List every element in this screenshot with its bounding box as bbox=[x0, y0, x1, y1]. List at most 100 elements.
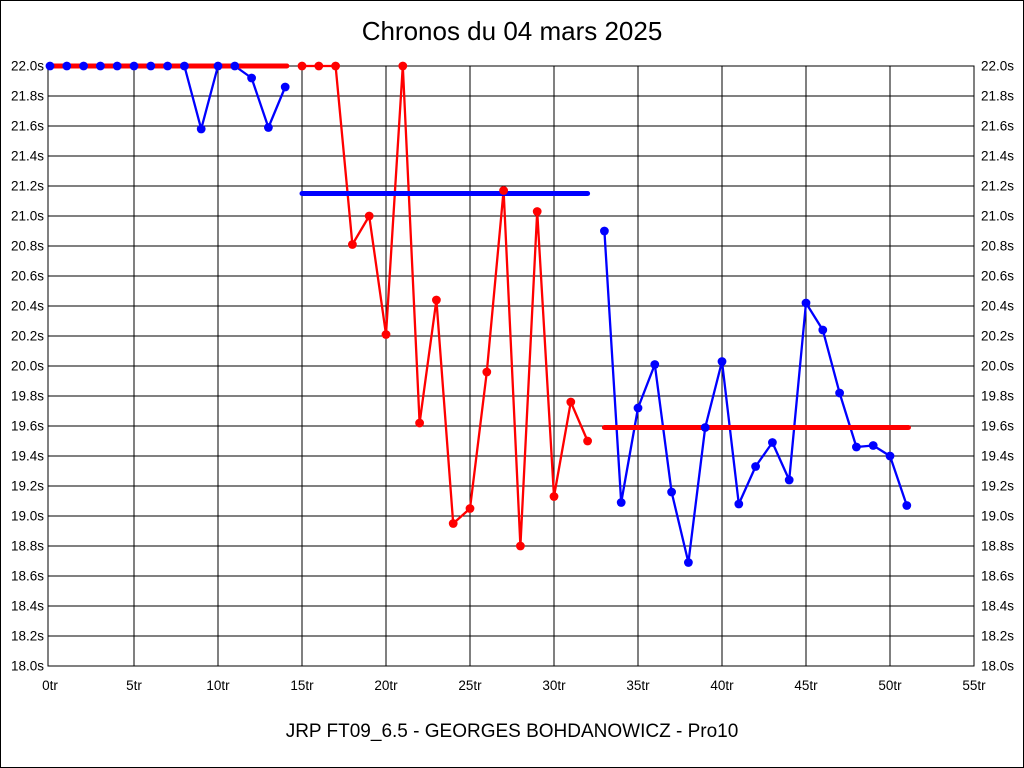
chart-title: Chronos du 04 mars 2025 bbox=[361, 16, 663, 46]
stint-2-red-point bbox=[532, 207, 542, 216]
x-tick-label: 50tr bbox=[878, 678, 902, 693]
stint-2-red-point bbox=[415, 418, 424, 428]
y-tick-label-right: 19.4s bbox=[981, 449, 1014, 464]
stint-2-red-point bbox=[381, 330, 391, 339]
stint-3-blue-point bbox=[818, 325, 828, 335]
stint-2-red-point bbox=[499, 186, 508, 195]
y-tick-label-left: 20.4s bbox=[11, 299, 44, 314]
y-tick-label-left: 21.0s bbox=[11, 209, 44, 224]
x-tick-label: 30tr bbox=[542, 678, 566, 693]
y-tick-label-left: 21.4s bbox=[11, 149, 44, 164]
stint-3-blue-point bbox=[784, 475, 794, 485]
stint-1-blue-point bbox=[129, 61, 139, 71]
y-tick-label-left: 19.4s bbox=[11, 449, 44, 464]
stint-3-blue-point bbox=[684, 558, 693, 567]
stint-1-blue-point bbox=[62, 61, 72, 71]
y-tick-label-left: 21.8s bbox=[11, 89, 44, 104]
stint-2-red-point bbox=[448, 519, 458, 528]
y-tick-label-right: 18.0s bbox=[981, 659, 1014, 674]
x-tick-label: 55tr bbox=[962, 678, 986, 693]
stint-2-red-point bbox=[482, 367, 492, 377]
x-tick-label: 10tr bbox=[206, 678, 230, 693]
y-tick-label-right: 18.6s bbox=[981, 569, 1014, 584]
y-tick-label-left: 21.2s bbox=[11, 179, 44, 194]
y-tick-label-right: 18.2s bbox=[981, 629, 1014, 644]
stint-3-blue-point bbox=[700, 423, 710, 432]
stint-2-red-point bbox=[331, 61, 340, 71]
y-tick-label-left: 20.2s bbox=[11, 329, 44, 344]
stint-3-blue-point bbox=[734, 499, 744, 509]
y-tick-label-right: 20.8s bbox=[981, 239, 1014, 254]
y-tick-label-left: 22.0s bbox=[11, 59, 44, 74]
stint-3-blue-point bbox=[633, 403, 643, 413]
y-tick-label-left: 18.6s bbox=[11, 569, 44, 584]
stint-3-blue-point bbox=[717, 357, 727, 366]
y-tick-label-right: 19.0s bbox=[981, 509, 1014, 524]
stint-2-red-point bbox=[465, 504, 475, 513]
y-tick-label-right: 19.6s bbox=[981, 419, 1014, 434]
stint-3-blue-point bbox=[600, 226, 609, 236]
stint-1-blue-point bbox=[230, 61, 240, 71]
y-tick-label-left: 20.6s bbox=[11, 269, 44, 284]
stint-2-red-point bbox=[549, 492, 559, 501]
stint-3-blue-point bbox=[902, 501, 912, 510]
y-tick-label-left: 19.6s bbox=[11, 419, 44, 434]
x-tick-label: 15tr bbox=[290, 678, 314, 693]
stint-1-blue-point bbox=[79, 61, 88, 71]
stint-1-blue-point bbox=[264, 123, 273, 132]
y-tick-label-left: 21.6s bbox=[11, 119, 44, 134]
y-tick-label-right: 21.4s bbox=[981, 149, 1014, 164]
y-tick-label-right: 21.6s bbox=[981, 119, 1014, 134]
stint-3-blue-point bbox=[835, 388, 844, 398]
y-tick-label-right: 18.8s bbox=[981, 539, 1014, 554]
y-tick-label-left: 18.0s bbox=[11, 659, 44, 674]
x-tick-label: 25tr bbox=[458, 678, 482, 693]
y-tick-label-right: 20.2s bbox=[981, 329, 1014, 344]
y-tick-label-right: 20.0s bbox=[981, 359, 1014, 374]
y-tick-label-left: 18.4s bbox=[11, 599, 44, 614]
x-tick-label: 20tr bbox=[374, 678, 398, 693]
stint-3-blue-point bbox=[852, 442, 861, 452]
y-tick-label-left: 18.2s bbox=[11, 629, 44, 644]
stint-1-blue-point bbox=[196, 124, 206, 134]
stint-1-blue-point bbox=[146, 61, 156, 71]
y-tick-label-right: 18.4s bbox=[981, 599, 1014, 614]
y-tick-label-right: 20.6s bbox=[981, 269, 1014, 284]
plot-border bbox=[47, 65, 975, 667]
stint-2-red-point bbox=[314, 61, 324, 71]
x-tick-label: 45tr bbox=[794, 678, 818, 693]
chart-footer: JRP FT09_6.5 - GEORGES BOHDANOWICZ - Pro… bbox=[285, 721, 739, 742]
y-tick-label-right: 19.2s bbox=[981, 479, 1014, 494]
stint-1-blue-point bbox=[180, 61, 189, 71]
stint-3-blue-line bbox=[603, 229, 908, 564]
stint-1-blue-point bbox=[213, 61, 223, 71]
stint-3-blue-point bbox=[868, 441, 878, 450]
stint-3-blue-point bbox=[751, 462, 760, 471]
stint-2-red-point bbox=[566, 397, 576, 407]
y-tick-label-left: 20.8s bbox=[11, 239, 44, 254]
stint-3-blue-point bbox=[667, 487, 676, 497]
x-tick-label: 40tr bbox=[710, 678, 734, 693]
stint-2-red-point bbox=[364, 211, 374, 221]
stint-2-red-point bbox=[432, 295, 441, 305]
stint-2-red-point bbox=[583, 436, 592, 446]
stint-1-blue-point bbox=[280, 82, 290, 92]
stint-2-red-line bbox=[300, 64, 589, 548]
y-tick-label-left: 18.8s bbox=[11, 539, 44, 554]
x-tick-label: 35tr bbox=[626, 678, 650, 693]
y-tick-label-left: 20.0s bbox=[11, 359, 44, 374]
stint-1-blue-point bbox=[112, 61, 122, 71]
stint-2-red-point bbox=[516, 541, 525, 551]
y-tick-label-right: 19.8s bbox=[981, 389, 1014, 404]
stint-3-blue-point bbox=[885, 451, 895, 461]
stint-3-blue-point bbox=[801, 298, 811, 308]
y-tick-label-right: 20.4s bbox=[981, 299, 1014, 314]
stint-1-blue-point bbox=[163, 61, 173, 71]
y-tick-label-right: 21.0s bbox=[981, 209, 1014, 224]
stint-2-red-point bbox=[348, 240, 357, 249]
y-tick-label-right: 21.2s bbox=[981, 179, 1014, 194]
stint-3-blue-point bbox=[768, 438, 777, 447]
stint-1-blue-point bbox=[96, 61, 105, 71]
